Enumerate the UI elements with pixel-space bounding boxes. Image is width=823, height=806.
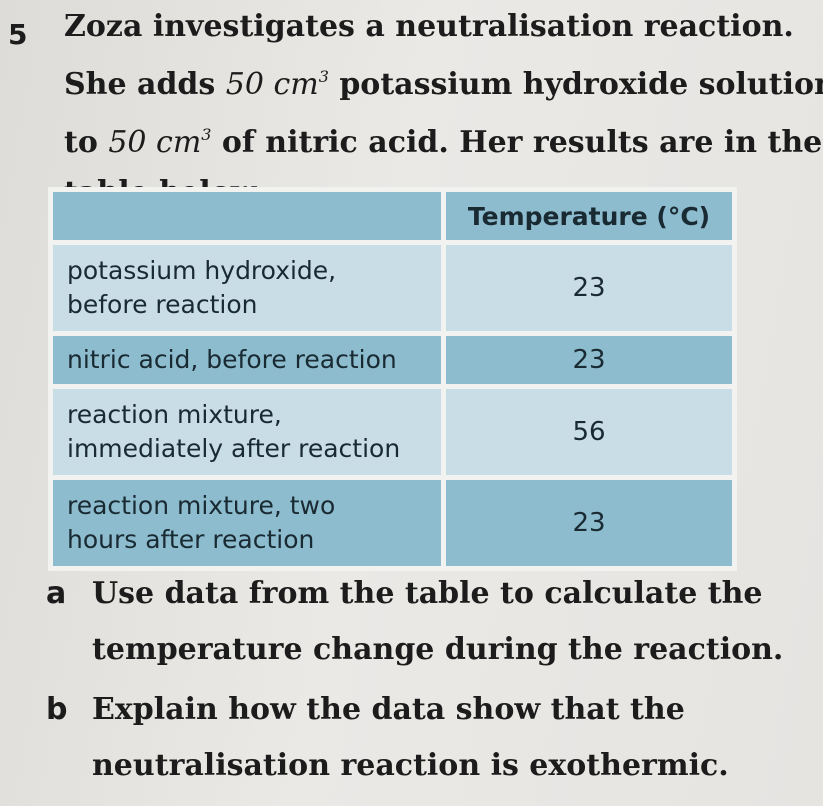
stem-line-2-start: She adds: [64, 67, 226, 102]
stem-line-3-start: to: [64, 125, 109, 160]
stem-line-3-end: of nitric acid. Her results are in the: [211, 125, 823, 160]
part-b-line-2: neutralisation reaction is exothermic.: [92, 748, 729, 783]
row-value: 23: [441, 475, 737, 571]
row-label: nitric acid, before reaction: [48, 331, 446, 389]
row-value: 23: [441, 240, 737, 336]
question-number: 5: [8, 18, 28, 51]
row-label-line: immediately after reaction: [67, 434, 401, 463]
part-a-line-2: temperature change during the reaction.: [92, 632, 784, 667]
row-label-line: hours after reaction: [67, 525, 315, 554]
row-value: 56: [441, 384, 737, 480]
unit-power-2: 3: [201, 125, 212, 144]
row-label: reaction mixture, immediately after reac…: [48, 384, 446, 480]
unit-power-1: 3: [318, 67, 329, 86]
stem-line-2-end: potassium hydroxide solution: [328, 67, 823, 102]
table-header-row: Temperature (°C): [48, 187, 737, 245]
question-part-a: a Use data from the table to calculate t…: [46, 566, 812, 678]
part-a-line-1: Use data from the table to calculate the: [92, 576, 763, 611]
stem-line-2: She adds 50 cm3 potassium hydroxide solu…: [64, 52, 823, 110]
results-table: Temperature (°C) potassium hydroxide, be…: [48, 187, 737, 571]
volume-unit-2: 50 cm3: [108, 125, 211, 160]
stem-line-3: to 50 cm3 of nitric acid. Her results ar…: [64, 110, 822, 168]
question-part-b: b Explain how the data show that the neu…: [46, 682, 812, 794]
stem-line-1: Zoza investigates a neutralisation react…: [64, 9, 794, 44]
part-b-letter: b: [46, 692, 68, 727]
header-empty-cell: [48, 187, 446, 245]
part-b-line-1: Explain how the data show that the: [92, 692, 685, 727]
table-row: reaction mixture, two hours after reacti…: [48, 475, 737, 571]
row-label-line: before reaction: [67, 290, 258, 319]
volume-value-2: 50 cm: [108, 125, 202, 160]
row-label-line: reaction mixture,: [67, 400, 282, 429]
row-value: 23: [441, 331, 737, 389]
volume-unit-1: 50 cm3: [226, 67, 329, 102]
part-a-text: Use data from the table to calculate the…: [92, 566, 812, 678]
part-b-text: Explain how the data show that the neutr…: [92, 682, 812, 794]
table-row: potassium hydroxide, before reaction 23: [48, 240, 737, 336]
table-row: nitric acid, before reaction 23: [48, 331, 737, 389]
volume-value-1: 50 cm: [225, 67, 319, 102]
part-a-letter: a: [46, 576, 67, 611]
header-temperature: Temperature (°C): [441, 187, 737, 245]
row-label-line: reaction mixture, two: [67, 491, 336, 520]
row-label: potassium hydroxide, before reaction: [48, 240, 446, 336]
question-stem: Zoza investigates a neutralisation react…: [64, 2, 823, 218]
row-label-line: potassium hydroxide,: [67, 256, 337, 285]
row-label-line: nitric acid, before reaction: [67, 345, 397, 374]
row-label: reaction mixture, two hours after reacti…: [48, 475, 446, 571]
table-row: reaction mixture, immediately after reac…: [48, 384, 737, 480]
